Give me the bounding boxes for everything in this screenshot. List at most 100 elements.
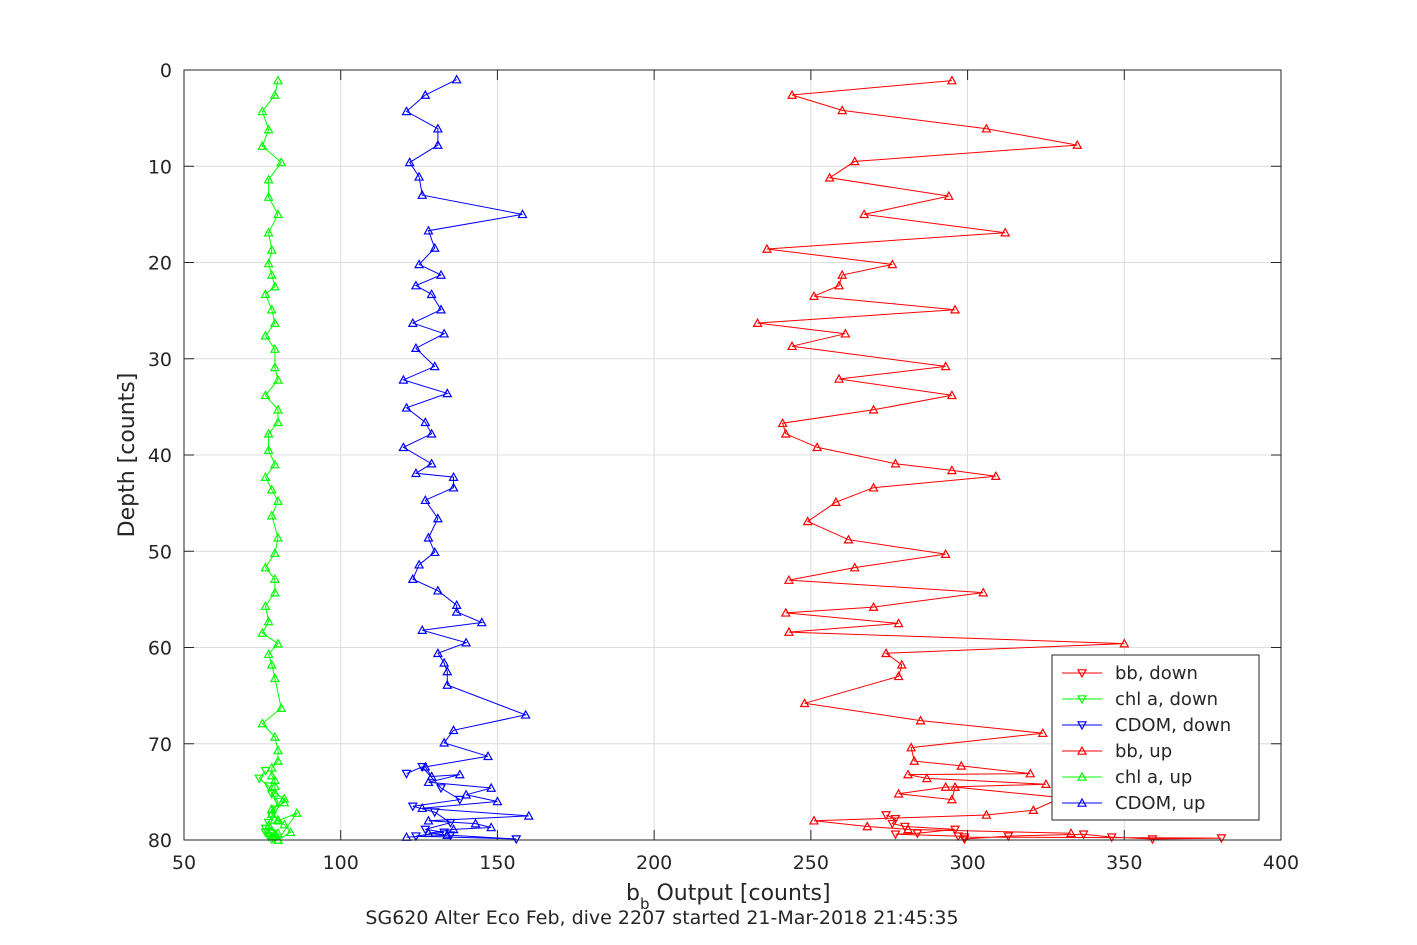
legend-item: bb, down <box>1062 663 1198 684</box>
data-point <box>893 788 904 798</box>
data-point <box>1003 832 1014 842</box>
data-point <box>266 484 277 494</box>
data-point <box>950 825 961 835</box>
data-point <box>787 341 798 351</box>
data-point <box>881 648 892 658</box>
data-point <box>263 191 274 201</box>
data-point <box>1119 638 1130 648</box>
data-point <box>266 244 277 254</box>
data-point <box>824 172 835 182</box>
data-point <box>486 822 497 832</box>
data-point <box>269 281 280 291</box>
data-point <box>401 106 412 116</box>
data-point <box>263 616 274 626</box>
legend-item: CDOM, up <box>1062 793 1205 814</box>
data-point <box>269 787 280 797</box>
data-point <box>291 807 302 817</box>
series-chl-a-up <box>257 75 302 844</box>
data-point <box>269 343 280 353</box>
data-point <box>398 374 409 384</box>
data-point <box>410 342 421 352</box>
series-layer <box>254 74 1227 845</box>
data-point <box>843 534 854 544</box>
data-point <box>273 495 284 505</box>
x-tick-label: 400 <box>1263 852 1299 874</box>
data-point <box>435 784 447 794</box>
data-point <box>260 330 271 340</box>
x-axis-label-rest: Output [counts] <box>650 881 831 906</box>
data-point <box>981 123 992 133</box>
data-point <box>868 601 879 611</box>
legend: bb, down chl a, down CDOM, down bb, up chl a… <box>1051 654 1260 821</box>
data-point <box>407 802 418 812</box>
data-point <box>420 825 431 835</box>
data-point <box>266 510 277 520</box>
y-tick-label: 50 <box>148 541 172 563</box>
legend-marker <box>1076 745 1088 755</box>
data-point <box>273 755 284 765</box>
data-point <box>956 760 967 770</box>
x-axis-label: bb Output [counts] <box>626 881 831 913</box>
data-point <box>808 815 820 825</box>
data-point <box>802 516 813 526</box>
data-point <box>269 673 280 683</box>
data-point <box>862 821 873 831</box>
data-point <box>257 140 268 150</box>
data-point <box>429 361 440 371</box>
data-point <box>273 374 284 384</box>
data-point <box>454 795 465 805</box>
legend-item: chl a, down <box>1062 689 1218 710</box>
data-point <box>266 269 277 279</box>
data-point <box>269 317 280 327</box>
data-point <box>279 819 290 829</box>
data-point <box>426 428 437 438</box>
data-point <box>417 803 428 813</box>
data-point <box>849 156 860 166</box>
y-tick-label: 40 <box>148 445 172 467</box>
data-point <box>263 820 274 830</box>
legend-marker <box>1076 771 1088 781</box>
data-point <box>414 259 425 269</box>
data-point <box>269 775 280 785</box>
data-point <box>420 89 431 99</box>
data-point <box>780 428 791 438</box>
data-point <box>257 627 268 637</box>
data-point <box>752 317 763 327</box>
x-tick-label: 200 <box>636 852 672 874</box>
data-point <box>834 280 845 290</box>
data-point <box>840 328 851 338</box>
data-point <box>946 390 957 400</box>
data-point <box>423 815 434 825</box>
data-point <box>263 258 274 268</box>
data-point <box>978 587 989 597</box>
data-point <box>273 417 284 427</box>
data-point <box>470 818 481 828</box>
x-axis-label-subscript: b <box>640 895 650 913</box>
data-point <box>423 225 434 235</box>
data-point <box>269 362 280 372</box>
data-point <box>511 835 522 845</box>
data-point <box>903 769 914 779</box>
data-point <box>492 796 503 806</box>
data-point <box>808 290 820 300</box>
data-point <box>783 574 794 584</box>
data-point <box>420 761 431 771</box>
data-point <box>461 789 472 799</box>
data-point <box>417 763 428 773</box>
data-point <box>257 106 268 116</box>
data-point <box>890 458 901 468</box>
data-point <box>940 361 951 371</box>
data-point <box>946 75 957 85</box>
data-point <box>273 404 284 414</box>
data-point <box>439 657 450 667</box>
x-axis-label-main: b <box>626 881 640 906</box>
legend-label: bb, up <box>1115 741 1172 762</box>
data-point <box>260 390 271 400</box>
data-point <box>990 470 1001 480</box>
legend-marker <box>1076 669 1088 679</box>
data-point <box>279 797 290 807</box>
data-point <box>442 829 453 839</box>
data-point <box>946 465 957 475</box>
y-tick-label: 30 <box>148 349 172 371</box>
data-point <box>950 304 961 314</box>
